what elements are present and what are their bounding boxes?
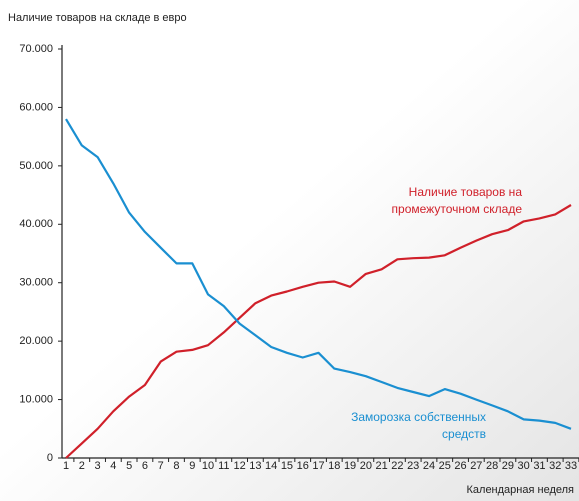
series-label: промежуточном складе	[392, 202, 523, 216]
y-tick-label: 10.000	[19, 393, 53, 405]
y-tick-label: 50.000	[19, 160, 53, 172]
x-tick-label: 7	[158, 460, 164, 472]
x-tick-label: 25	[439, 460, 451, 472]
y-tick-label: 70.000	[19, 43, 53, 55]
x-tick-label: 16	[297, 460, 309, 472]
x-tick-label: 30	[518, 460, 530, 472]
x-tick-label: 22	[391, 460, 403, 472]
x-tick-label: 13	[249, 460, 261, 472]
x-tick-label: 29	[502, 460, 514, 472]
y-tick-label: 0	[47, 452, 53, 464]
x-axis-label: Календарная неделя	[467, 484, 575, 496]
series-label: Заморозка собственных	[351, 410, 486, 424]
x-tick-label: 5	[126, 460, 132, 472]
x-tick-label: 6	[142, 460, 148, 472]
series-line	[65, 118, 572, 430]
y-tick-label: 40.000	[19, 218, 53, 230]
series-label: средств	[442, 427, 486, 441]
x-tick-label: 1	[63, 460, 69, 472]
x-tick-label: 26	[454, 460, 466, 472]
x-tick-label: 32	[549, 460, 561, 472]
x-tick-label: 21	[376, 460, 388, 472]
x-tick-label: 14	[265, 460, 277, 472]
x-tick-label: 27	[470, 460, 482, 472]
y-tick-label: 60.000	[19, 101, 53, 113]
x-tick-label: 24	[423, 460, 435, 472]
x-tick-label: 9	[189, 460, 195, 472]
x-tick-label: 8	[173, 460, 179, 472]
x-tick-label: 33	[565, 460, 577, 472]
x-tick-label: 3	[95, 460, 101, 472]
x-tick-label: 11	[218, 460, 229, 472]
x-tick-label: 23	[407, 460, 419, 472]
y-tick-label: 30.000	[19, 277, 53, 289]
x-tick-label: 19	[344, 460, 356, 472]
series-label: Наличие товаров на	[409, 185, 523, 199]
x-tick-label: 31	[533, 460, 545, 472]
x-tick-label: 12	[233, 460, 245, 472]
y-axis-label: Наличие товаров на складе в евро	[8, 12, 187, 24]
series-line	[65, 204, 572, 459]
x-tick-label: 15	[281, 460, 293, 472]
x-tick-label: 4	[110, 460, 116, 472]
x-tick-label: 18	[328, 460, 340, 472]
x-tick-label: 17	[312, 460, 324, 472]
x-tick-label: 10	[202, 460, 214, 472]
x-tick-label: 28	[486, 460, 498, 472]
y-tick-label: 20.000	[19, 335, 53, 347]
x-tick-label: 2	[79, 460, 85, 472]
x-tick-label: 20	[360, 460, 372, 472]
